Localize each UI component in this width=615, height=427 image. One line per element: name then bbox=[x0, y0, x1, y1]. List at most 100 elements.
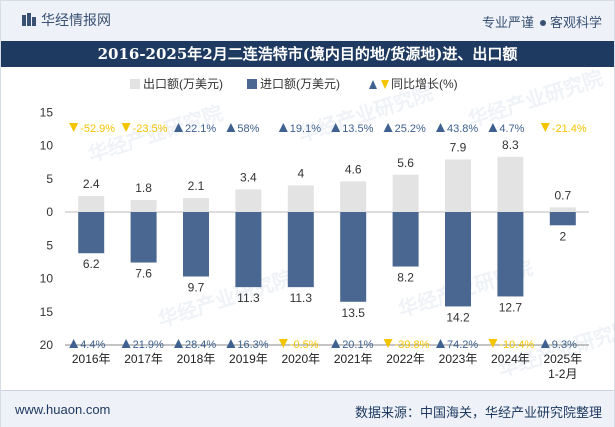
x-category-label: 1-2月 bbox=[548, 367, 577, 381]
export-growth-label: 4.7% bbox=[499, 123, 524, 135]
export-growth-up-icon bbox=[331, 123, 341, 132]
top-bar: 华经情报网 专业严谨 客观科学 bbox=[1, 1, 614, 41]
import-bar bbox=[130, 212, 157, 263]
import-growth-down-icon bbox=[383, 339, 393, 348]
import-bar bbox=[183, 212, 209, 277]
legend-export-label: 出口额(万美元) bbox=[143, 77, 223, 91]
export-growth-label: 43.8% bbox=[447, 123, 478, 135]
footer: www.huaon.com 数据来源：中国海关，华经产业研究院整理 bbox=[1, 390, 614, 427]
import-growth-down-icon bbox=[488, 339, 498, 348]
x-category-label: 2019年 bbox=[229, 352, 268, 366]
x-category-label: 2016年 bbox=[72, 352, 111, 366]
export-bar bbox=[183, 198, 209, 212]
export-growth-label: -23.5% bbox=[133, 123, 168, 135]
logo-icon bbox=[22, 13, 36, 26]
export-growth-up-icon bbox=[436, 123, 445, 132]
import-growth-up-icon bbox=[121, 339, 131, 348]
import-growth-up-icon bbox=[174, 339, 183, 348]
export-growth-label: 19.1% bbox=[290, 123, 321, 135]
import-growth-label: -10.4% bbox=[499, 339, 534, 351]
import-bar bbox=[392, 212, 419, 267]
import-value-label: 8.2 bbox=[397, 271, 414, 285]
legend-down-icon bbox=[381, 80, 389, 89]
legend-up-icon bbox=[369, 80, 377, 89]
export-value-label: 7.9 bbox=[450, 140, 467, 154]
slogan: 专业严谨 客观科学 bbox=[482, 12, 602, 31]
export-growth-label: 25.2% bbox=[395, 123, 426, 135]
site-url: www.huaon.com bbox=[15, 402, 111, 417]
import-value-label: 11.3 bbox=[290, 291, 313, 305]
import-growth-label: -39.8% bbox=[395, 339, 430, 351]
chart-title: 2016-2025年2月二连浩特市(境内目的地/货源地)进、出口额 bbox=[97, 45, 518, 63]
export-bar bbox=[287, 185, 314, 212]
import-value-label: 9.7 bbox=[188, 281, 205, 295]
import-value-label: 7.6 bbox=[135, 267, 152, 281]
import-growth-up-icon bbox=[540, 339, 550, 348]
y-tick-label: 20 bbox=[40, 338, 54, 352]
export-growth-up-icon bbox=[174, 123, 183, 132]
slogan-left: 专业严谨 bbox=[481, 15, 534, 30]
import-growth-label: -0.5% bbox=[290, 339, 319, 351]
import-growth-up-icon bbox=[226, 339, 236, 348]
export-growth-up-icon bbox=[278, 123, 288, 132]
import-value-label: 13.5 bbox=[342, 306, 366, 320]
export-growth-label: -21.4% bbox=[552, 123, 587, 135]
export-value-label: 1.8 bbox=[135, 181, 152, 195]
legend-import-swatch bbox=[247, 79, 257, 89]
y-tick-label: 5 bbox=[46, 238, 53, 252]
export-growth-up-icon bbox=[383, 123, 393, 132]
x-category-label: 2022年 bbox=[386, 352, 425, 366]
export-growth-up-icon bbox=[226, 123, 236, 132]
y-tick-label: 0 bbox=[46, 205, 53, 219]
watermark-text-3: 华经产业研究院 bbox=[155, 266, 296, 332]
title-bar: 2016-2025年2月二连浩特市(境内目的地/货源地)进、出口额 bbox=[1, 41, 614, 67]
y-tick-label: 10 bbox=[40, 139, 54, 153]
import-growth-label: 4.4% bbox=[80, 339, 105, 351]
import-growth-label: 9.3% bbox=[552, 339, 577, 351]
import-value-label: 12.7 bbox=[499, 300, 523, 314]
y-tick-label: 15 bbox=[40, 105, 54, 119]
import-growth-up-icon bbox=[436, 339, 445, 348]
x-category-label: 2017年 bbox=[124, 352, 163, 366]
slogan-right: 客观科学 bbox=[549, 15, 602, 30]
legend-export-swatch bbox=[130, 79, 140, 89]
y-tick-label: 10 bbox=[40, 272, 54, 286]
x-category-label: 2023年 bbox=[439, 352, 478, 366]
export-value-label: 4.6 bbox=[345, 162, 362, 176]
export-bar bbox=[78, 196, 105, 212]
export-growth-label: 58% bbox=[237, 123, 259, 135]
export-growth-down-icon bbox=[540, 123, 550, 132]
export-bar bbox=[130, 200, 157, 212]
export-value-label: 5.6 bbox=[397, 156, 414, 170]
export-value-label: 8.3 bbox=[502, 138, 519, 152]
import-value-label: 11.3 bbox=[237, 291, 260, 305]
import-value-label: 2 bbox=[559, 229, 566, 243]
x-category-label: 2018年 bbox=[177, 352, 216, 366]
export-growth-down-icon bbox=[69, 123, 79, 132]
y-tick-label: 15 bbox=[40, 305, 54, 319]
legend-growth-label: 同比增长(%) bbox=[391, 77, 458, 91]
export-growth-label: -52.9% bbox=[80, 123, 115, 135]
import-growth-up-icon bbox=[69, 339, 79, 348]
import-growth-label: 28.4% bbox=[185, 339, 216, 351]
import-bar bbox=[340, 212, 367, 302]
data-source: 数据来源：中国海关，华经产业研究院整理 bbox=[354, 405, 602, 420]
bullet-icon bbox=[539, 19, 546, 26]
import-value-label: 6.2 bbox=[83, 257, 100, 271]
import-growth-label: 21.9% bbox=[133, 339, 164, 351]
export-value-label: 4 bbox=[297, 166, 304, 180]
export-growth-up-icon bbox=[488, 123, 498, 132]
export-bar bbox=[497, 156, 524, 212]
legend-import-label: 进口额(万美元) bbox=[260, 77, 340, 91]
import-growth-label: 20.1% bbox=[342, 339, 373, 351]
import-growth-label: 74.2% bbox=[447, 339, 478, 351]
x-category-label: 2021年 bbox=[334, 352, 373, 366]
export-bar bbox=[549, 207, 576, 212]
import-bar bbox=[549, 212, 576, 226]
bar-chart: 华经产业研究院华经产业研究院华经产业研究院华经产业研究院华经产业研究院华经产业研… bbox=[40, 67, 614, 382]
export-bar bbox=[235, 189, 262, 212]
export-value-label: 3.4 bbox=[240, 170, 257, 184]
export-growth-label: 22.1% bbox=[185, 123, 216, 135]
export-bar bbox=[340, 181, 367, 212]
